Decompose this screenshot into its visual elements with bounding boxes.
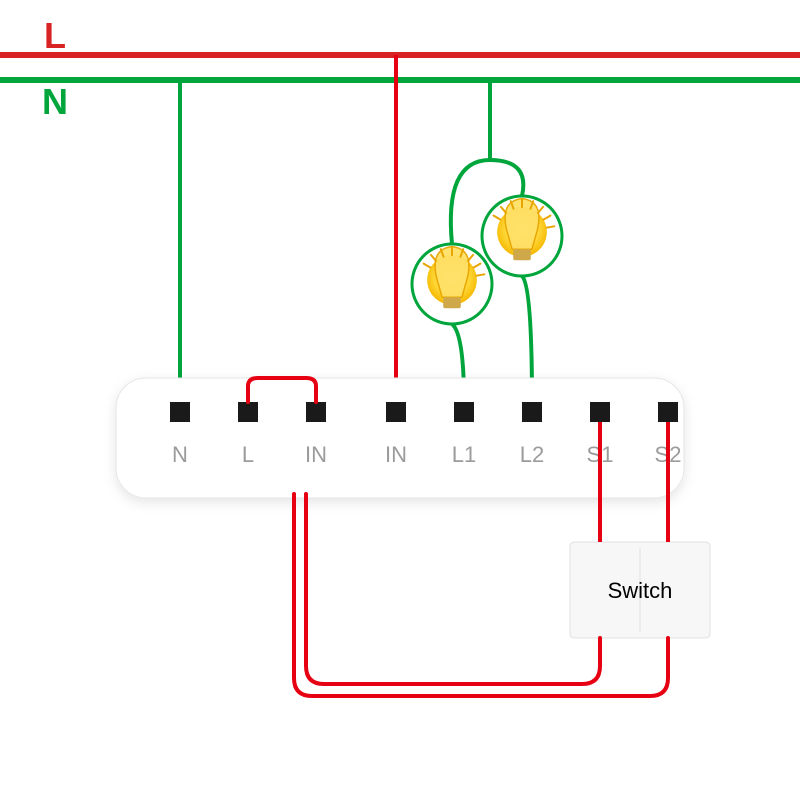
wall-switch: Switch: [570, 542, 710, 638]
switch-label: Switch: [608, 578, 673, 603]
bulb-icon-2: [482, 196, 562, 276]
power-rails: [0, 55, 800, 80]
bulb-icon-1: [412, 244, 492, 324]
terminal-l2: [522, 402, 542, 422]
terminal-s1: [590, 402, 610, 422]
terminal-n: [170, 402, 190, 422]
terminal-l: [238, 402, 258, 422]
terminal-label-n: N: [172, 442, 188, 467]
live-rail-label: L: [44, 15, 66, 56]
wire-switch-return-1: [306, 494, 600, 684]
neutral-rail-label: N: [42, 81, 68, 122]
labels: LN: [42, 15, 68, 122]
terminal-in2: [386, 402, 406, 422]
terminal-in1: [306, 402, 326, 422]
terminal-label-l1: L1: [452, 442, 476, 467]
terminal-label-in2: IN: [385, 442, 407, 467]
wires-back: [180, 55, 532, 402]
wire-neutral-to-bulb2: [490, 160, 523, 196]
terminal-label-l: L: [242, 442, 254, 467]
terminal-l1: [454, 402, 474, 422]
terminal-label-l2: L2: [520, 442, 544, 467]
wiring-diagram: NLININL1L2S1S2 Switch LN: [0, 0, 800, 800]
terminal-label-in1: IN: [305, 442, 327, 467]
terminal-s2: [658, 402, 678, 422]
light-bulbs: [412, 196, 562, 324]
